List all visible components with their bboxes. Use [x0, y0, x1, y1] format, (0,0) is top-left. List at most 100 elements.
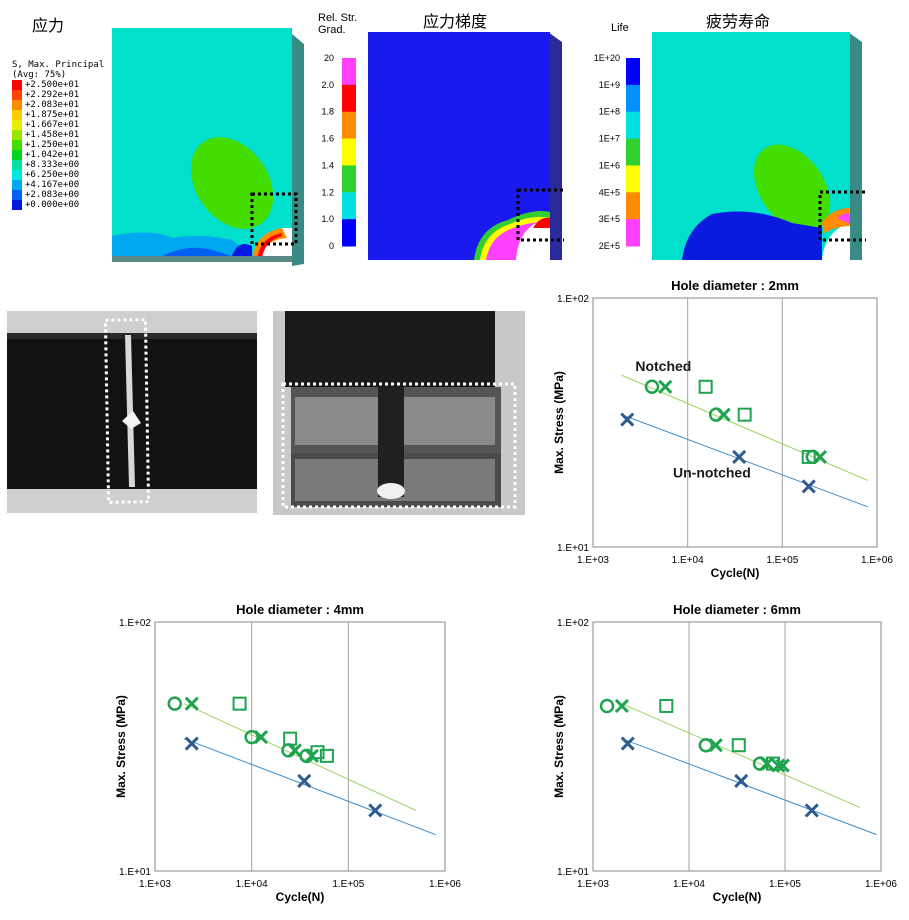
- gradient-colorbar-tick: 1.6: [321, 134, 334, 144]
- y-tick-label: 1.E+02: [557, 294, 589, 305]
- gradient-colorbar-band: [342, 165, 356, 193]
- gradient-colorbar-tick: 1.2: [321, 187, 334, 197]
- plot-area: [592, 297, 878, 548]
- gradient-colorbar-tick: 1.4: [321, 160, 334, 170]
- crack-highlight-box: [103, 318, 151, 504]
- stress-legend-entry: +6.250e+00: [12, 170, 104, 180]
- stress-legend-entry: +1.458e+01: [12, 130, 104, 140]
- x-tick-label: 1.E+05: [769, 879, 801, 890]
- x-tick-label: 1.E+03: [139, 879, 171, 890]
- gradient-colorbar: 20 2.0 1.8 1.6 1.4 1.2 1.0 0: [321, 53, 356, 250]
- stress-legend-label: +2.500e+01: [25, 80, 80, 90]
- stress-legend-swatch: [12, 100, 22, 110]
- data-point-cross: [812, 449, 828, 464]
- stress-legend-entry: +1.875e+01: [12, 110, 104, 120]
- data-point-circle: [167, 696, 182, 711]
- x-tick-label: 1.E+04: [672, 555, 704, 566]
- x-axis-label: Cycle(N): [713, 890, 762, 904]
- stress-legend-swatch: [12, 120, 22, 130]
- gradient-colorbar-band: [342, 138, 356, 166]
- data-point-circle: [599, 698, 615, 714]
- stress-legend-swatch: [12, 160, 22, 170]
- data-point-circle: [698, 737, 714, 753]
- y-axis-label: Max. Stress (MPa): [552, 371, 566, 474]
- gradient-colorbar-band: [342, 84, 356, 113]
- data-point-square: [232, 696, 247, 711]
- data-point-cross: [620, 736, 635, 751]
- annotation-notched: Notched: [635, 358, 691, 374]
- y-axis-label: Max. Stress (MPa): [552, 695, 566, 798]
- life-colorbar-band: [626, 111, 640, 140]
- gradient-colorbar-tick: 2.0: [321, 80, 334, 90]
- x-axis-label: Cycle(N): [276, 890, 325, 904]
- stress-legend-entry: +8.333e+00: [12, 160, 104, 170]
- y-tick-label: 1.E+01: [557, 867, 589, 878]
- chart-title: Hole diameter : 4mm: [236, 602, 364, 617]
- data-point-cross: [287, 743, 302, 758]
- life-colorbar-band: [626, 58, 640, 86]
- life-figure-title: 疲劳寿命: [706, 12, 771, 31]
- stress-legend-swatch: [12, 110, 22, 120]
- stress-highlight-box: [250, 192, 298, 246]
- data-point-circle: [244, 729, 259, 745]
- data-point-square: [737, 407, 752, 422]
- life-highlight-box: [818, 190, 866, 242]
- gradient-colorbar-band: [342, 58, 356, 86]
- life-colorbar-title: Life: [611, 22, 629, 34]
- data-point-square: [731, 738, 746, 753]
- gradient-colorbar-tick: 0: [329, 241, 334, 250]
- specimen-crack-photo: [7, 311, 257, 513]
- gradient-colorbar-band: [342, 219, 356, 247]
- stress-legend-title-2: (Avg: 75%): [12, 70, 67, 80]
- stress-legend-entry: +1.667e+01: [12, 120, 104, 130]
- trendline: [621, 703, 860, 808]
- x-tick-label: 1.E+05: [332, 879, 364, 890]
- stress-legend-swatch: [12, 150, 22, 160]
- stress-legend-label: +8.333e+00: [25, 160, 80, 170]
- life-colorbar-band: [626, 219, 640, 247]
- data-point-cross: [184, 736, 199, 751]
- stress-legend-entry: +2.500e+01: [12, 80, 104, 90]
- stress-figure-title: 应力: [32, 16, 65, 35]
- life-colorbar-tick: 1E+6: [599, 160, 620, 170]
- x-tick-label: 1.E+04: [236, 879, 268, 890]
- data-point-square: [319, 748, 334, 763]
- stress-legend-label: +1.250e+01: [25, 140, 80, 150]
- stress-legend-title-1: S, Max. Principal: [12, 60, 105, 70]
- life-colorbar-tick: 1E+7: [599, 134, 620, 144]
- sn-chart-6mm: Hole diameter : 6mm 1.E+03 1.E+04 1.E+05 1.E…: [552, 602, 897, 904]
- gradient-colorbar-band: [342, 192, 356, 220]
- life-contour-plot: [652, 32, 866, 260]
- stress-legend-swatch: [12, 90, 22, 100]
- y-tick-label: 1.E+01: [557, 543, 589, 554]
- data-point-cross: [801, 479, 816, 494]
- stress-legend-swatch: [12, 80, 22, 90]
- stress-legend: S, Max. Principal (Avg: 75%) +2.500e+01 +…: [12, 60, 104, 210]
- stress-legend-label: +6.250e+00: [25, 170, 80, 180]
- x-tick-label: 1.E+06: [429, 879, 461, 890]
- x-tick-label: 1.E+06: [865, 879, 897, 890]
- data-point-cross: [804, 803, 819, 818]
- stress-legend-label: +1.875e+01: [25, 110, 80, 120]
- data-point-square: [659, 698, 674, 713]
- life-colorbar-tick: 3E+5: [599, 214, 620, 224]
- plot-area: [592, 621, 882, 872]
- life-colorbar-tick: 2E+5: [599, 241, 620, 250]
- stress-legend-swatch: [12, 180, 22, 190]
- data-point-cross: [658, 379, 673, 394]
- stress-contour-plot: [112, 28, 304, 266]
- gradient-colorbar-tick: 1.8: [321, 107, 334, 117]
- stress-legend-swatch: [12, 140, 22, 150]
- x-tick-label: 1.E+03: [577, 879, 609, 890]
- y-tick-label: 1.E+02: [557, 618, 589, 629]
- life-colorbar-tick: 1E+20: [594, 53, 620, 63]
- x-tick-label: 1.E+05: [766, 555, 798, 566]
- x-tick-label: 1.E+04: [673, 879, 705, 890]
- gradient-colorbar-band: [342, 111, 356, 140]
- specimen-fracture-photo: [273, 311, 525, 515]
- y-tick-label: 1.E+01: [119, 867, 151, 878]
- life-colorbar-tick: 1E+8: [599, 107, 620, 117]
- stress-legend-label: +1.667e+01: [25, 120, 80, 130]
- gradient-colorbar-title: Rel. Str. Grad.: [318, 12, 357, 36]
- fracture-highlight-box: [281, 382, 517, 509]
